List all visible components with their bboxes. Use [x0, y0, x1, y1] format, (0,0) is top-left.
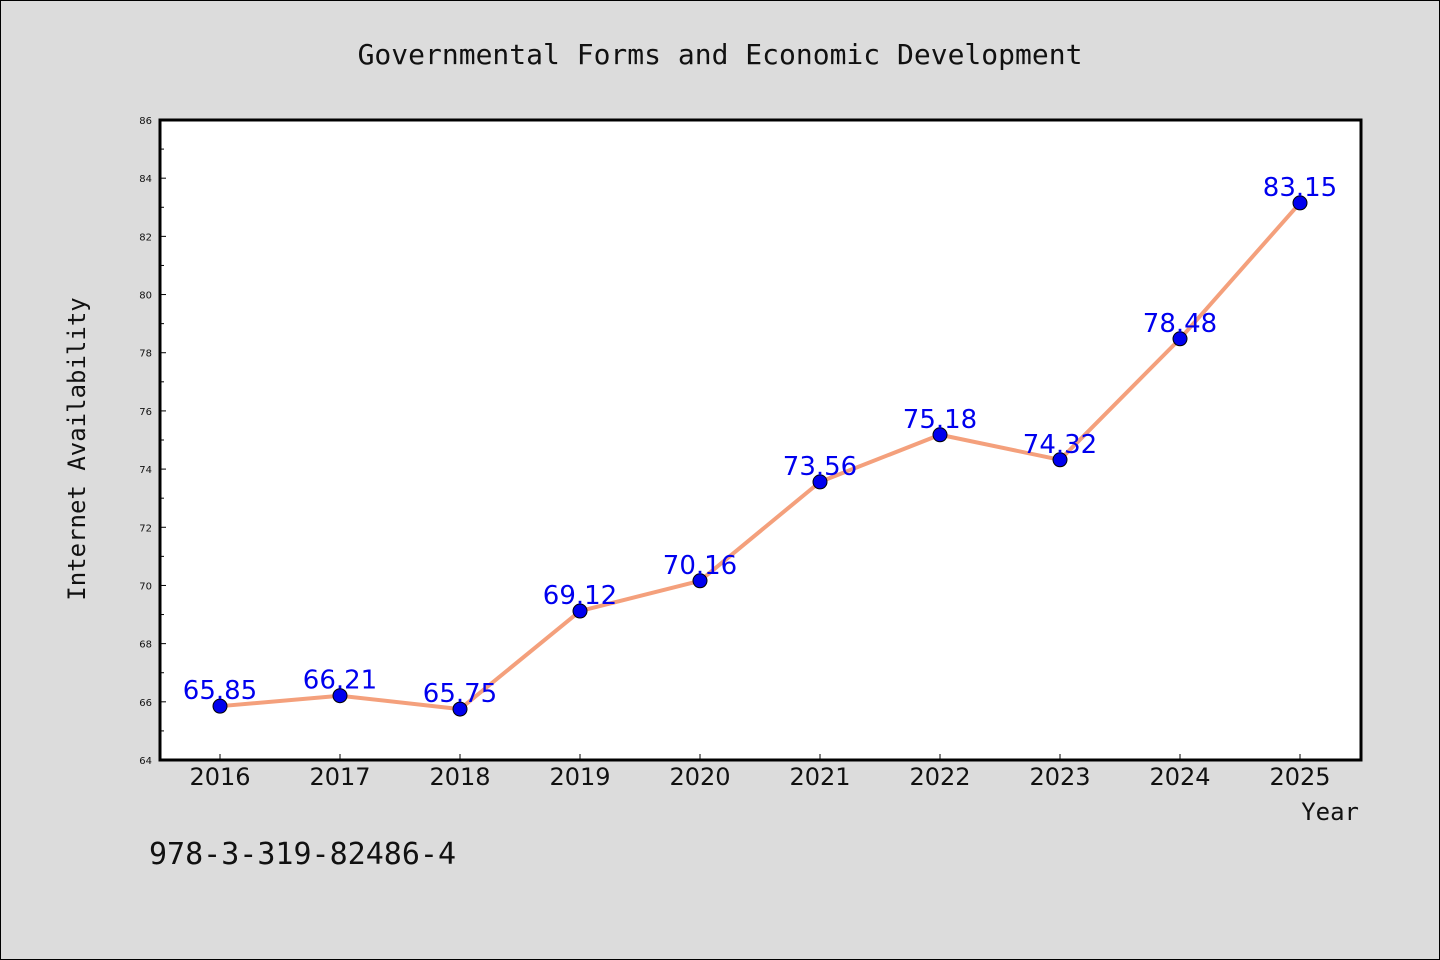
x-tick-label: 2025 — [1269, 763, 1330, 791]
plot-frame — [158, 118, 1363, 762]
data-point — [1172, 331, 1188, 347]
y-tick-label: 82 — [139, 232, 152, 243]
data-label: 75.18 — [903, 405, 977, 435]
data-label: 78.48 — [1143, 309, 1217, 339]
data-label: 70.16 — [663, 551, 737, 581]
series-line — [219, 201, 1302, 712]
x-tick-label: 2017 — [309, 763, 370, 791]
plot-area — [160, 120, 1361, 760]
y-tick-label: 76 — [139, 407, 152, 418]
data-label: 66.21 — [303, 666, 377, 696]
x-axis: 2016 2017 2018 2019 2020 2021 2022 2023 2024 2025 — [189, 754, 1331, 791]
y-axis-label: Internet Availability — [63, 297, 91, 600]
y-tick-label: 74 — [139, 465, 152, 476]
data-label: 83.15 — [1263, 173, 1337, 203]
data-label: 65.85 — [183, 676, 257, 706]
x-tick-label: 2024 — [1149, 763, 1210, 791]
data-labels: 65.85 66.21 65.75 69.12 70.16 73.56 75.18 74.32… — [183, 173, 1337, 709]
x-tick-label: 2018 — [429, 763, 490, 791]
x-axis-label: Year — [1301, 798, 1359, 826]
y-tick-label: 80 — [139, 291, 152, 302]
x-tick-label: 2022 — [909, 763, 970, 791]
x-tick-label: 2019 — [549, 763, 610, 791]
data-point — [452, 701, 468, 717]
data-point — [572, 603, 588, 619]
x-tick-label: 2023 — [1029, 763, 1090, 791]
x-tick-label: 2020 — [669, 763, 730, 791]
y-tick-label: 68 — [139, 640, 152, 651]
y-tick-label: 84 — [139, 174, 152, 185]
isbn-annotation: 978-3-319-82486-4 — [149, 837, 456, 872]
x-tick-label: 2016 — [189, 763, 250, 791]
y-tick-label: 64 — [139, 756, 152, 767]
chart-title: Governmental Forms and Economic Developm… — [358, 38, 1083, 71]
data-point — [932, 427, 948, 443]
data-label: 73.56 — [783, 452, 857, 482]
data-label: 74.32 — [1023, 430, 1097, 460]
y-tick-label: 86 — [139, 116, 152, 127]
y-tick-label: 78 — [139, 349, 152, 360]
series-markers — [212, 195, 1308, 717]
data-label: 69.12 — [543, 581, 617, 611]
data-point — [332, 688, 348, 704]
data-point — [812, 474, 828, 490]
data-point — [212, 698, 228, 714]
data-point — [1052, 452, 1068, 468]
y-axis: 64 66 68 70 72 74 76 78 80 82 84 86 — [139, 116, 166, 767]
y-tick-label: 72 — [139, 523, 152, 534]
y-tick-label: 70 — [139, 581, 152, 592]
data-label: 65.75 — [423, 679, 497, 709]
x-tick-label: 2021 — [789, 763, 850, 791]
data-point — [1292, 195, 1308, 211]
data-point — [692, 573, 708, 589]
y-tick-label: 66 — [139, 698, 152, 709]
